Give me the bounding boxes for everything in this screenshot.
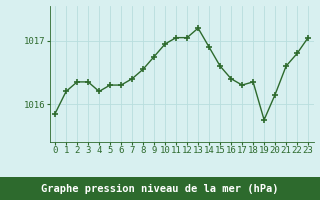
Text: Graphe pression niveau de la mer (hPa): Graphe pression niveau de la mer (hPa)	[41, 183, 279, 194]
